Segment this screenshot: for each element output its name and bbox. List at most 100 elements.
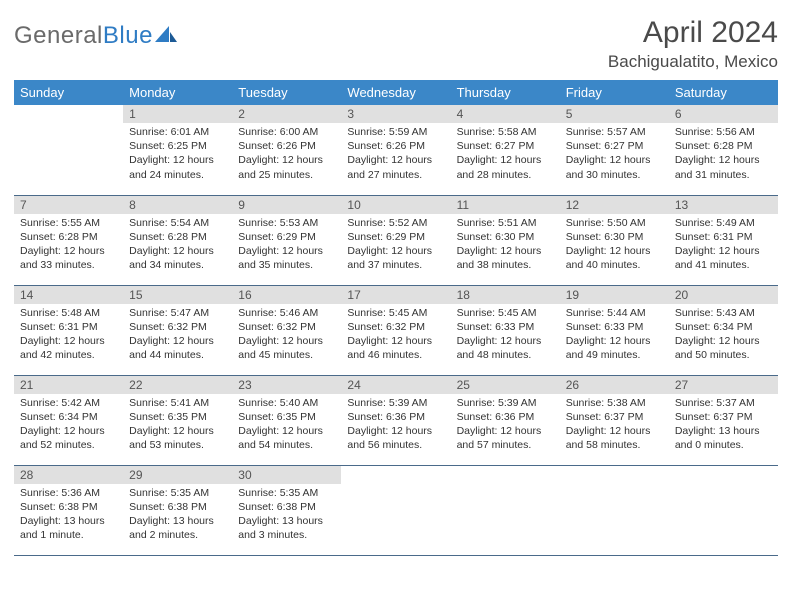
day-content: Sunrise: 5:37 AMSunset: 6:37 PMDaylight:… [669, 394, 778, 457]
day-content: Sunrise: 5:45 AMSunset: 6:33 PMDaylight:… [451, 304, 560, 367]
sunset-text: Sunset: 6:27 PM [566, 139, 663, 153]
day-content: Sunrise: 5:39 AMSunset: 6:36 PMDaylight:… [341, 394, 450, 457]
day-content: Sunrise: 6:00 AMSunset: 6:26 PMDaylight:… [232, 123, 341, 186]
daylight-text: Daylight: 12 hours and 40 minutes. [566, 244, 663, 272]
day-content: Sunrise: 5:55 AMSunset: 6:28 PMDaylight:… [14, 214, 123, 277]
daylight-text: Daylight: 12 hours and 33 minutes. [20, 244, 117, 272]
day-number: 28 [14, 466, 123, 484]
sunrise-text: Sunrise: 5:47 AM [129, 306, 226, 320]
day-number: 6 [669, 105, 778, 123]
sunset-text: Sunset: 6:36 PM [457, 410, 554, 424]
day-number: 5 [560, 105, 669, 123]
daylight-text: Daylight: 12 hours and 25 minutes. [238, 153, 335, 181]
day-number: 14 [14, 286, 123, 304]
daylight-text: Daylight: 12 hours and 54 minutes. [238, 424, 335, 452]
sunset-text: Sunset: 6:29 PM [238, 230, 335, 244]
sunset-text: Sunset: 6:32 PM [238, 320, 335, 334]
sunset-text: Sunset: 6:34 PM [20, 410, 117, 424]
day-content: Sunrise: 5:47 AMSunset: 6:32 PMDaylight:… [123, 304, 232, 367]
day-number: 29 [123, 466, 232, 484]
day-content: Sunrise: 5:41 AMSunset: 6:35 PMDaylight:… [123, 394, 232, 457]
sunrise-text: Sunrise: 5:55 AM [20, 216, 117, 230]
sunrise-text: Sunrise: 5:56 AM [675, 125, 772, 139]
calendar-day-cell: 6Sunrise: 5:56 AMSunset: 6:28 PMDaylight… [669, 105, 778, 195]
sunrise-text: Sunrise: 5:58 AM [457, 125, 554, 139]
weekday-header-row: Sunday Monday Tuesday Wednesday Thursday… [14, 80, 778, 105]
daylight-text: Daylight: 12 hours and 37 minutes. [347, 244, 444, 272]
sunset-text: Sunset: 6:25 PM [129, 139, 226, 153]
calendar-day-cell: 24Sunrise: 5:39 AMSunset: 6:36 PMDayligh… [341, 375, 450, 465]
daylight-text: Daylight: 12 hours and 52 minutes. [20, 424, 117, 452]
day-content: Sunrise: 5:44 AMSunset: 6:33 PMDaylight:… [560, 304, 669, 367]
sunrise-text: Sunrise: 5:46 AM [238, 306, 335, 320]
logo: GeneralBlue [14, 22, 179, 50]
sunset-text: Sunset: 6:28 PM [20, 230, 117, 244]
daylight-text: Daylight: 12 hours and 49 minutes. [566, 334, 663, 362]
day-number: 10 [341, 196, 450, 214]
day-number: 18 [451, 286, 560, 304]
day-content: Sunrise: 5:45 AMSunset: 6:32 PMDaylight:… [341, 304, 450, 367]
sunset-text: Sunset: 6:32 PM [129, 320, 226, 334]
day-content: Sunrise: 5:50 AMSunset: 6:30 PMDaylight:… [560, 214, 669, 277]
calendar-week-row: 28Sunrise: 5:36 AMSunset: 6:38 PMDayligh… [14, 465, 778, 555]
day-number: 9 [232, 196, 341, 214]
weekday-header: Saturday [669, 80, 778, 105]
sunrise-text: Sunrise: 5:53 AM [238, 216, 335, 230]
day-content: Sunrise: 5:46 AMSunset: 6:32 PMDaylight:… [232, 304, 341, 367]
calendar-day-cell: 19Sunrise: 5:44 AMSunset: 6:33 PMDayligh… [560, 285, 669, 375]
day-number: 15 [123, 286, 232, 304]
calendar-day-cell: 17Sunrise: 5:45 AMSunset: 6:32 PMDayligh… [341, 285, 450, 375]
sunset-text: Sunset: 6:38 PM [238, 500, 335, 514]
day-content: Sunrise: 5:57 AMSunset: 6:27 PMDaylight:… [560, 123, 669, 186]
calendar-day-cell: 22Sunrise: 5:41 AMSunset: 6:35 PMDayligh… [123, 375, 232, 465]
calendar-week-row: 21Sunrise: 5:42 AMSunset: 6:34 PMDayligh… [14, 375, 778, 465]
day-content: Sunrise: 5:42 AMSunset: 6:34 PMDaylight:… [14, 394, 123, 457]
sunset-text: Sunset: 6:32 PM [347, 320, 444, 334]
day-content: Sunrise: 5:58 AMSunset: 6:27 PMDaylight:… [451, 123, 560, 186]
calendar-day-cell: 3Sunrise: 5:59 AMSunset: 6:26 PMDaylight… [341, 105, 450, 195]
day-number: 17 [341, 286, 450, 304]
day-number: 8 [123, 196, 232, 214]
calendar-day-cell: 11Sunrise: 5:51 AMSunset: 6:30 PMDayligh… [451, 195, 560, 285]
sunset-text: Sunset: 6:33 PM [566, 320, 663, 334]
sunrise-text: Sunrise: 5:49 AM [675, 216, 772, 230]
day-number: 1 [123, 105, 232, 123]
daylight-text: Daylight: 12 hours and 38 minutes. [457, 244, 554, 272]
calendar-day-cell: 7Sunrise: 5:55 AMSunset: 6:28 PMDaylight… [14, 195, 123, 285]
day-number: 12 [560, 196, 669, 214]
sunrise-text: Sunrise: 5:48 AM [20, 306, 117, 320]
calendar-day-cell: 4Sunrise: 5:58 AMSunset: 6:27 PMDaylight… [451, 105, 560, 195]
day-number: 23 [232, 376, 341, 394]
calendar-day-cell: 30Sunrise: 5:35 AMSunset: 6:38 PMDayligh… [232, 465, 341, 555]
sunset-text: Sunset: 6:37 PM [675, 410, 772, 424]
calendar-day-cell [451, 465, 560, 555]
day-number: 26 [560, 376, 669, 394]
daylight-text: Daylight: 12 hours and 30 minutes. [566, 153, 663, 181]
calendar-day-cell [14, 105, 123, 195]
daylight-text: Daylight: 12 hours and 44 minutes. [129, 334, 226, 362]
sunrise-text: Sunrise: 5:42 AM [20, 396, 117, 410]
sunrise-text: Sunrise: 5:45 AM [457, 306, 554, 320]
sunrise-text: Sunrise: 6:01 AM [129, 125, 226, 139]
calendar-day-cell: 15Sunrise: 5:47 AMSunset: 6:32 PMDayligh… [123, 285, 232, 375]
sunrise-text: Sunrise: 5:39 AM [347, 396, 444, 410]
sunset-text: Sunset: 6:27 PM [457, 139, 554, 153]
day-number: 4 [451, 105, 560, 123]
calendar-day-cell: 14Sunrise: 5:48 AMSunset: 6:31 PMDayligh… [14, 285, 123, 375]
weekday-header: Monday [123, 80, 232, 105]
weekday-header: Wednesday [341, 80, 450, 105]
day-content: Sunrise: 5:52 AMSunset: 6:29 PMDaylight:… [341, 214, 450, 277]
day-number: 19 [560, 286, 669, 304]
daylight-text: Daylight: 12 hours and 58 minutes. [566, 424, 663, 452]
calendar-body: 1 Sunrise: 6:01 AMSunset: 6:25 PM Daylight… [14, 105, 778, 555]
weekday-header: Thursday [451, 80, 560, 105]
day-content: Sunrise: 5:35 AMSunset: 6:38 PMDaylight:… [123, 484, 232, 547]
day-number: 13 [669, 196, 778, 214]
day-number: 25 [451, 376, 560, 394]
sunset-text: Sunset: 6:36 PM [347, 410, 444, 424]
day-content: Sunrise: 5:51 AMSunset: 6:30 PMDaylight:… [451, 214, 560, 277]
weekday-header: Sunday [14, 80, 123, 105]
sunrise-text: Sunrise: 5:41 AM [129, 396, 226, 410]
daylight-text: Daylight: 13 hours and 0 minutes. [675, 424, 772, 452]
weekday-header: Friday [560, 80, 669, 105]
